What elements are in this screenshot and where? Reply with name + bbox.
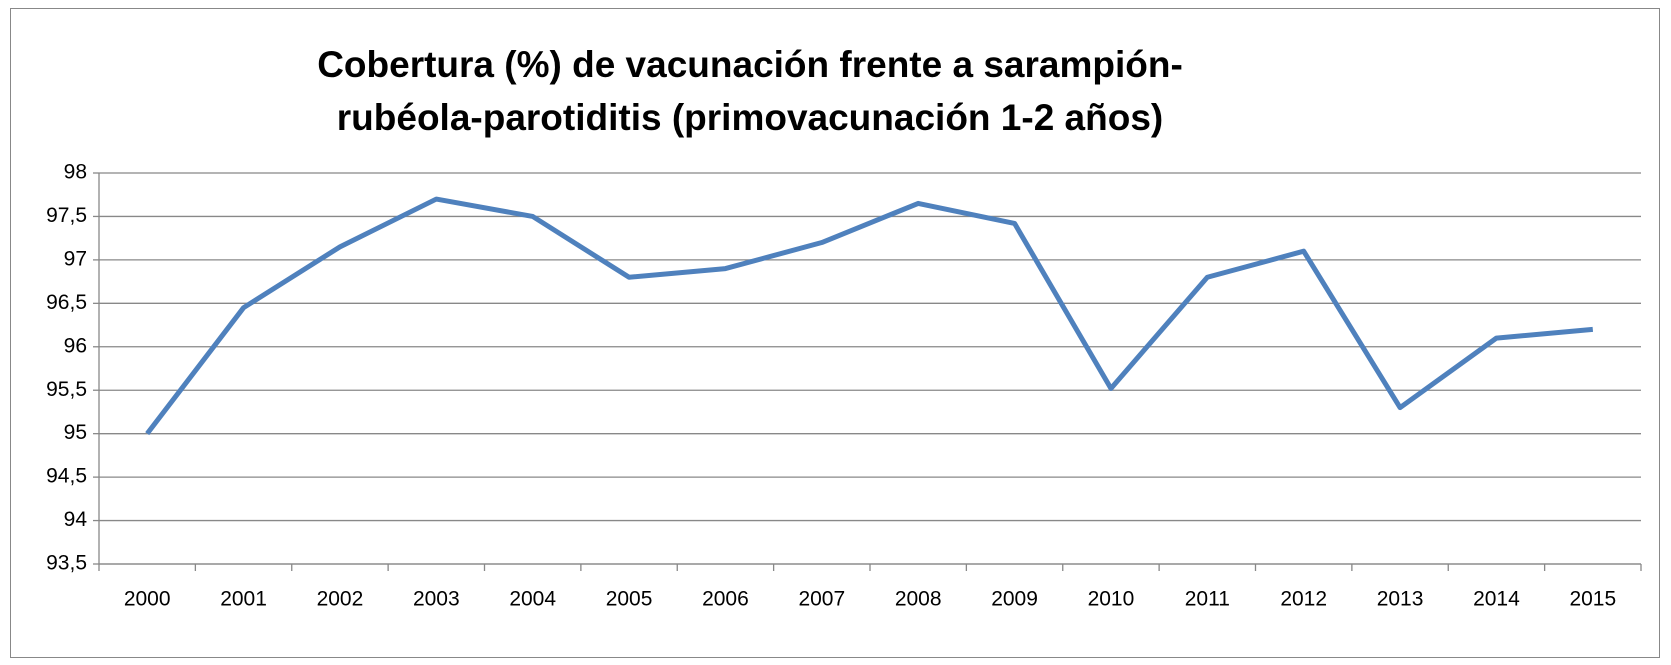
x-tick-label: 2015: [1569, 588, 1616, 611]
x-tick-label: 2014: [1473, 588, 1520, 611]
x-tick-label: 2009: [991, 588, 1038, 611]
x-tick-label: 2002: [317, 588, 364, 611]
x-tick-label: 2011: [1185, 588, 1230, 611]
y-tick-label: 94: [64, 508, 88, 531]
x-tick-label: 2007: [798, 588, 845, 611]
x-tick-label: 2010: [1088, 588, 1135, 611]
x-tick-label: 2006: [702, 588, 749, 611]
y-tick-label: 97,5: [46, 204, 87, 227]
chart-title: Cobertura (%) de vacunación frente a sar…: [317, 44, 1183, 138]
y-tick-label: 96: [64, 334, 87, 357]
x-tick-label: 2001: [220, 588, 267, 611]
y-tick-label: 96,5: [46, 291, 87, 314]
x-tick-label: 2012: [1280, 588, 1327, 611]
y-tick-label: 98: [64, 161, 87, 184]
x-tick-label: 2008: [895, 588, 942, 611]
x-tick-label: 2000: [124, 588, 171, 611]
x-tick-label: 2013: [1377, 588, 1424, 611]
y-tick-label: 95: [64, 421, 87, 444]
x-tick-label: 2003: [413, 588, 460, 611]
chart-frame: [10, 8, 1660, 658]
x-tick-label: 2005: [606, 588, 653, 611]
y-tick-label: 94,5: [46, 465, 87, 488]
x-tick-label: 2004: [509, 588, 556, 611]
y-tick-label: 97: [64, 247, 87, 270]
data-line: [145, 196, 1594, 436]
y-tick-label: 93,5: [46, 552, 87, 575]
y-tick-label: 95,5: [46, 378, 87, 401]
